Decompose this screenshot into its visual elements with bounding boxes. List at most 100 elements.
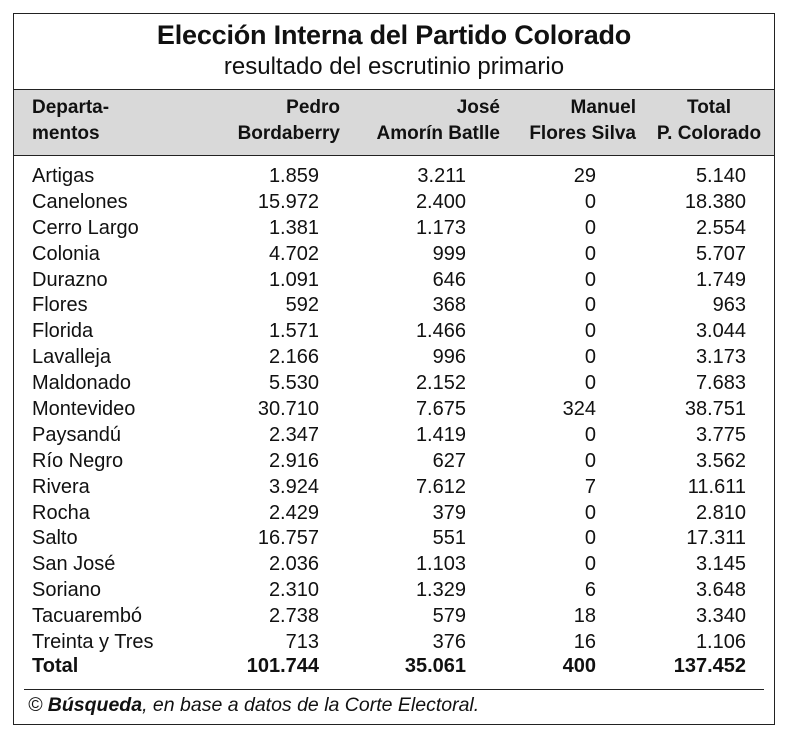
row-departamento: Treinta y Tres bbox=[32, 631, 154, 654]
row-total-p-colorado: 3.648 bbox=[695, 579, 746, 602]
row-total-p-colorado: 17.311 bbox=[686, 527, 746, 550]
row-pedro-bordaberry: 2.036 bbox=[268, 553, 319, 576]
footer-divider bbox=[24, 689, 764, 690]
row-jose-amorin-batlle: 1.103 bbox=[415, 553, 466, 576]
row-manuel-flores-silva: 0 bbox=[584, 190, 596, 213]
row-pedro-bordaberry: 1.381 bbox=[268, 216, 319, 239]
row-total-p-colorado: 5.707 bbox=[695, 242, 746, 265]
row-jose-amorin-batlle: 368 bbox=[432, 294, 466, 317]
row-pedro-bordaberry: 2.310 bbox=[268, 579, 319, 602]
row-pedro-bordaberry: 3.924 bbox=[268, 475, 319, 498]
row-manuel-flores-silva: 0 bbox=[584, 372, 596, 395]
row-departamento: Durazno bbox=[32, 268, 108, 291]
results-table-frame: Elección Interna del Partido Colorado re… bbox=[13, 13, 775, 725]
row-manuel-flores-silva: 0 bbox=[584, 527, 596, 550]
table-row: Cerro Largo 1.381 1.173 0 2.554 bbox=[14, 216, 774, 242]
row-departamento: Tacuarembó bbox=[32, 605, 143, 628]
table-row: Treinta y Tres 713 376 16 1.106 bbox=[14, 630, 774, 656]
row-manuel-flores-silva: 7 bbox=[584, 475, 596, 498]
row-departamento: Rivera bbox=[32, 475, 90, 498]
row-pedro-bordaberry: 16.757 bbox=[257, 527, 319, 550]
row-total-p-colorado: 18.380 bbox=[684, 190, 746, 213]
row-departamento: Montevideo bbox=[32, 398, 136, 421]
row-pedro-bordaberry: 2.738 bbox=[268, 605, 319, 628]
row-total-p-colorado: 3.562 bbox=[695, 449, 746, 472]
table-row: Artigas 1.859 3.211 29 5.140 bbox=[14, 164, 774, 190]
row-total-p-colorado: 1.749 bbox=[695, 268, 746, 291]
row-manuel-flores-silva: 0 bbox=[584, 294, 596, 317]
column-header-row: Departa- mentos Pedro Bordaberry José Am… bbox=[14, 90, 774, 156]
row-departamento: Colonia bbox=[32, 242, 100, 265]
header-departamentos: Departa- mentos bbox=[32, 97, 110, 144]
total-pedro-bordaberry: 101.744 bbox=[246, 655, 319, 677]
row-departamento: Salto bbox=[32, 527, 78, 550]
row-total-p-colorado: 38.751 bbox=[684, 398, 746, 421]
table-row: Flores 592 368 0 963 bbox=[14, 293, 774, 319]
table-row: Lavalleja 2.166 996 0 3.173 bbox=[14, 345, 774, 371]
row-departamento: Lavalleja bbox=[32, 346, 111, 369]
table-row: Soriano 2.310 1.329 6 3.648 bbox=[14, 578, 774, 604]
row-jose-amorin-batlle: 627 bbox=[432, 449, 466, 472]
row-departamento: Artigas bbox=[32, 165, 95, 187]
row-manuel-flores-silva: 0 bbox=[584, 423, 596, 446]
row-jose-amorin-batlle: 7.612 bbox=[415, 475, 466, 498]
row-departamento: Río Negro bbox=[32, 449, 124, 472]
table-row: Paysandú 2.347 1.419 0 3.775 bbox=[14, 423, 774, 449]
title-box: Elección Interna del Partido Colorado re… bbox=[14, 14, 774, 90]
row-total-p-colorado: 2.810 bbox=[695, 501, 746, 524]
table-row: Salto 16.757 551 0 17.311 bbox=[14, 526, 774, 552]
row-jose-amorin-batlle: 376 bbox=[432, 631, 466, 654]
row-departamento: Cerro Largo bbox=[32, 216, 139, 239]
total-p-colorado: 137.452 bbox=[673, 655, 746, 677]
table-body: Artigas 1.859 3.211 29 5.140 Canelones 15.972 2… bbox=[14, 156, 774, 656]
table-row: Montevideo 30.710 7.675 324 38.751 bbox=[14, 397, 774, 423]
row-total-p-colorado: 963 bbox=[712, 294, 746, 317]
row-pedro-bordaberry: 1.859 bbox=[268, 165, 319, 187]
row-manuel-flores-silva: 0 bbox=[584, 553, 596, 576]
row-manuel-flores-silva: 6 bbox=[584, 579, 596, 602]
row-jose-amorin-batlle: 999 bbox=[432, 242, 466, 265]
row-pedro-bordaberry: 1.091 bbox=[268, 268, 319, 291]
table-row: San José 2.036 1.103 0 3.145 bbox=[14, 552, 774, 578]
row-jose-amorin-batlle: 1.419 bbox=[415, 423, 466, 446]
row-departamento: Maldonado bbox=[32, 372, 131, 395]
row-pedro-bordaberry: 713 bbox=[285, 631, 319, 654]
footer-source: Búsqueda bbox=[47, 694, 143, 716]
row-pedro-bordaberry: 1.571 bbox=[268, 320, 319, 343]
row-pedro-bordaberry: 30.710 bbox=[257, 398, 319, 421]
table-subtitle: resultado del escrutinio primario bbox=[223, 53, 565, 80]
row-total-p-colorado: 11.611 bbox=[687, 475, 746, 498]
row-jose-amorin-batlle: 579 bbox=[432, 605, 466, 628]
table-row: Maldonado 5.530 2.152 0 7.683 bbox=[14, 371, 774, 397]
row-jose-amorin-batlle: 646 bbox=[432, 268, 466, 291]
table-row: Rocha 2.429 379 0 2.810 bbox=[14, 501, 774, 527]
table-row: Durazno 1.091 646 0 1.749 bbox=[14, 268, 774, 294]
row-jose-amorin-batlle: 3.211 bbox=[417, 165, 466, 187]
row-manuel-flores-silva: 0 bbox=[584, 216, 596, 239]
row-manuel-flores-silva: 18 bbox=[573, 605, 596, 628]
source-footer: © Búsqueda, en base a datos de la Corte … bbox=[28, 694, 479, 717]
row-departamento: Paysandú bbox=[32, 423, 121, 446]
row-jose-amorin-batlle: 7.675 bbox=[415, 398, 466, 421]
row-departamento: Florida bbox=[32, 320, 94, 343]
row-departamento: Rocha bbox=[32, 501, 90, 524]
header-jose-amorin-batlle: José Amorín Batlle bbox=[376, 97, 500, 144]
row-total-p-colorado: 3.775 bbox=[695, 423, 746, 446]
footer-prefix: © bbox=[28, 694, 48, 716]
row-pedro-bordaberry: 2.347 bbox=[268, 423, 319, 446]
row-manuel-flores-silva: 0 bbox=[584, 449, 596, 472]
row-pedro-bordaberry: 15.972 bbox=[257, 190, 319, 213]
row-manuel-flores-silva: 0 bbox=[584, 320, 596, 343]
row-total-p-colorado: 3.173 bbox=[695, 346, 746, 369]
header-pedro-bordaberry: Pedro Bordaberry bbox=[237, 97, 340, 144]
row-jose-amorin-batlle: 2.152 bbox=[415, 372, 466, 395]
total-jose-amorin-batlle: 35.061 bbox=[404, 655, 466, 677]
total-manuel-flores-silva: 400 bbox=[562, 655, 596, 677]
row-jose-amorin-batlle: 551 bbox=[432, 527, 466, 550]
total-label: Total bbox=[32, 655, 79, 677]
table-row: Rivera 3.924 7.612 7 11.611 bbox=[14, 475, 774, 501]
footer-rest: , en base a datos de la Corte Electoral. bbox=[142, 694, 480, 716]
table-row: Tacuarembó 2.738 579 18 3.340 bbox=[14, 604, 774, 630]
total-row: Total 101.744 35.061 400 137.452 bbox=[14, 653, 774, 679]
table-row: Florida 1.571 1.466 0 3.044 bbox=[14, 319, 774, 345]
